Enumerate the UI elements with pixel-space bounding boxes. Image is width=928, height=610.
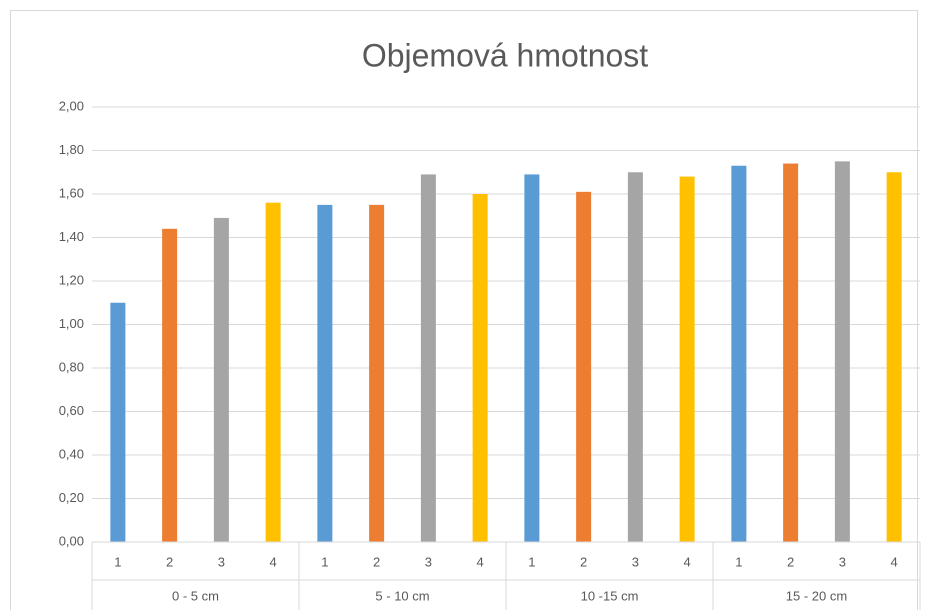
x-tick-label: 4 <box>684 554 691 569</box>
chart-frame <box>10 10 918 610</box>
group-label: 15 - 20 cm <box>786 588 847 603</box>
bar <box>110 302 126 542</box>
bar <box>213 217 229 543</box>
chart-title: Objemová hmotnost <box>362 37 648 73</box>
y-tick-label: 0,60 <box>59 403 84 418</box>
x-tick-label: 2 <box>787 554 794 569</box>
bar <box>576 191 592 542</box>
bar <box>679 176 695 542</box>
x-tick-label: 1 <box>114 554 121 569</box>
bar <box>162 228 178 543</box>
x-tick-label: 4 <box>270 554 277 569</box>
bar <box>524 174 540 543</box>
y-tick-label: 1,40 <box>59 229 84 244</box>
x-tick-label: 1 <box>735 554 742 569</box>
x-tick-label: 2 <box>580 554 587 569</box>
x-tick-label: 2 <box>166 554 173 569</box>
bar <box>317 204 333 542</box>
x-tick-label: 1 <box>321 554 328 569</box>
y-tick-label: 0,40 <box>59 446 84 461</box>
bar <box>731 165 747 542</box>
bar <box>265 202 281 542</box>
x-tick-label: 3 <box>425 554 432 569</box>
group-label: 10 -15 cm <box>581 588 639 603</box>
y-tick-label: 1,00 <box>59 316 84 331</box>
bar <box>886 172 902 542</box>
y-tick-label: 2,00 <box>59 98 84 113</box>
group-label: 0 - 5 cm <box>172 588 219 603</box>
x-tick-label: 2 <box>373 554 380 569</box>
bar <box>420 174 436 543</box>
x-tick-label: 4 <box>891 554 898 569</box>
bar <box>783 163 799 543</box>
bar <box>369 204 385 542</box>
bar <box>834 161 850 542</box>
bar <box>627 172 643 542</box>
y-tick-label: 1,60 <box>59 185 84 200</box>
x-tick-label: 4 <box>477 554 484 569</box>
x-tick-label: 1 <box>528 554 535 569</box>
x-tick-label: 3 <box>218 554 225 569</box>
y-tick-label: 1,20 <box>59 272 84 287</box>
group-label: 5 - 10 cm <box>375 588 429 603</box>
y-tick-label: 1,80 <box>59 142 84 157</box>
y-tick-label: 0,00 <box>59 533 84 548</box>
bar <box>472 194 488 542</box>
x-tick-label: 3 <box>632 554 639 569</box>
y-tick-label: 0,20 <box>59 490 84 505</box>
x-tick-label: 3 <box>839 554 846 569</box>
y-tick-label: 0,80 <box>59 359 84 374</box>
